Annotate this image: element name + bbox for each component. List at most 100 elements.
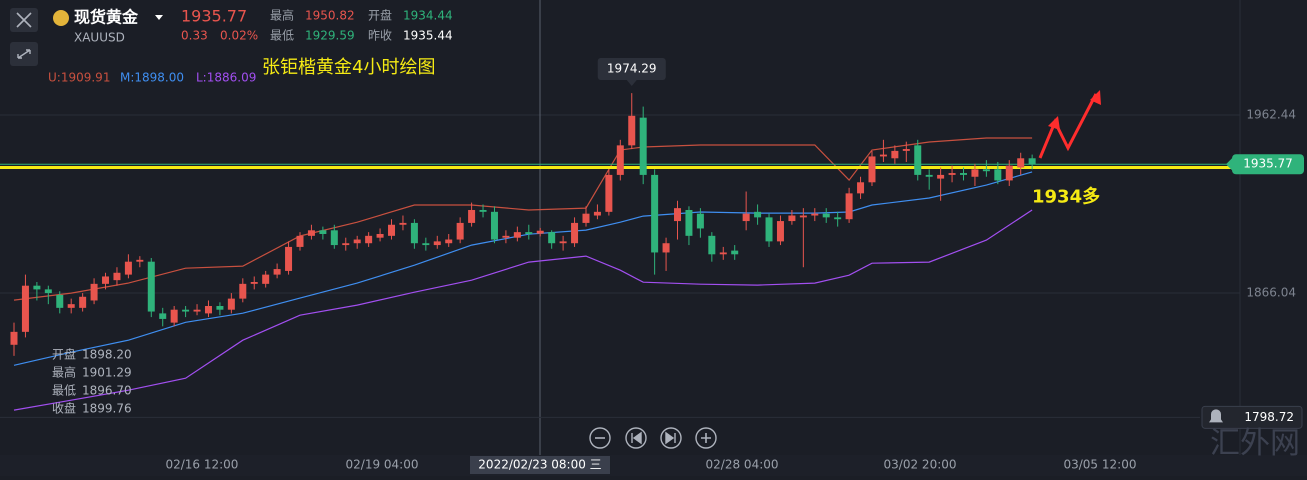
candle-body — [113, 272, 121, 281]
info-value: 1898.20 — [82, 348, 132, 362]
candle-body — [914, 145, 922, 175]
info-value: 1901.29 — [82, 366, 132, 380]
last-page[interactable] — [660, 427, 682, 449]
candle-body — [1005, 165, 1013, 181]
info-label: 开盘 — [52, 347, 76, 362]
candle-body — [262, 274, 270, 284]
stat-label: 最低 — [270, 29, 294, 43]
candle-body — [399, 222, 407, 225]
candle-body — [525, 232, 533, 234]
candle-body — [879, 154, 887, 157]
drawn-arrow — [1038, 93, 1098, 159]
candle-body — [994, 169, 1002, 181]
stat-value: 1934.44 — [403, 9, 453, 23]
candle-body — [79, 296, 87, 308]
x-tick-label: 03/05 12:00 — [1063, 458, 1136, 472]
stat-value: 1950.82 — [305, 9, 355, 23]
candle-body — [159, 313, 167, 319]
candle-body — [204, 306, 212, 314]
candle-body — [365, 235, 373, 244]
candle-body — [982, 169, 990, 172]
candle-body — [662, 243, 670, 253]
zoom-out[interactable] — [589, 427, 611, 449]
candle-body — [788, 215, 796, 222]
candle-body — [937, 174, 945, 179]
candle-body — [696, 213, 704, 229]
symbol: XAUUSD — [74, 31, 125, 45]
info-value: 1899.76 — [82, 402, 132, 416]
stat-value: 1929.59 — [305, 29, 355, 43]
bell-icon — [1209, 409, 1223, 423]
candle-body — [776, 221, 784, 242]
candle-body — [490, 211, 498, 240]
legend-entry: L:1886.09 — [196, 71, 256, 85]
max-tooltip — [597, 58, 666, 80]
candle-body — [445, 239, 453, 244]
candle-body — [708, 235, 716, 255]
tooltip-pointer — [626, 80, 637, 86]
candle-body — [639, 117, 647, 175]
candle-body — [731, 250, 739, 255]
info-label: 最低 — [52, 384, 76, 398]
candle-body — [193, 309, 201, 312]
candle-body — [1017, 158, 1025, 168]
candle-body — [296, 235, 304, 247]
candle-body — [571, 222, 579, 244]
candle-body — [136, 259, 144, 262]
candle-body — [410, 222, 418, 244]
candle-body — [719, 252, 727, 255]
candle-body — [902, 149, 910, 151]
candle-body — [67, 304, 75, 308]
candle-body — [868, 156, 876, 183]
x-tick-label: 02/28 04:00 — [706, 458, 779, 472]
candle-body — [124, 261, 132, 275]
stat-label: 开盘 — [368, 8, 392, 23]
candle-body — [891, 150, 899, 159]
candle-body — [811, 213, 819, 216]
gold-icon — [53, 10, 69, 26]
x-axis-strip — [0, 455, 1307, 476]
candle-body — [502, 235, 510, 238]
candle-body — [754, 211, 762, 218]
candle-body — [353, 239, 361, 244]
candle-body — [273, 269, 281, 275]
info-label: 最高 — [52, 365, 76, 380]
candle-body — [33, 285, 41, 290]
nav-buttons — [589, 427, 717, 449]
candle-body — [10, 331, 18, 345]
max-label: 1974.29 — [607, 62, 657, 76]
candle-body — [90, 283, 98, 301]
candle-body — [182, 309, 190, 312]
first-page[interactable] — [625, 427, 647, 449]
icon — [665, 431, 676, 445]
dropdown-arrow[interactable] — [155, 15, 163, 20]
x-tick-label: 02/16 12:00 — [165, 458, 238, 472]
candle-body — [971, 169, 979, 177]
stat-label: 昨收 — [368, 29, 392, 43]
candle-body — [822, 213, 830, 218]
candle-body — [548, 232, 556, 244]
legend-entry: M:1898.00 — [120, 71, 184, 85]
candle-body — [433, 241, 441, 246]
info-value: 1896.70 — [82, 384, 132, 398]
candle-body — [593, 211, 601, 216]
candle-body — [21, 285, 29, 332]
candle-body — [513, 232, 521, 238]
candle-body — [674, 208, 682, 222]
alert-label: 1798.72 — [1244, 410, 1294, 424]
candle-body — [1028, 158, 1036, 165]
zoom-in[interactable] — [695, 427, 717, 449]
instrument-name[interactable]: 现货黄金 — [74, 8, 139, 27]
candle-body — [765, 217, 773, 242]
candle-body — [468, 209, 476, 223]
candle-body — [250, 281, 258, 284]
candle-body — [239, 283, 247, 299]
x-tick-label: 02/19 04:00 — [346, 458, 419, 472]
candle-body — [605, 174, 613, 212]
candle-body — [319, 230, 327, 234]
stat-value: 1935.44 — [403, 29, 453, 43]
candle-body — [147, 261, 155, 312]
candle-body — [456, 222, 464, 240]
